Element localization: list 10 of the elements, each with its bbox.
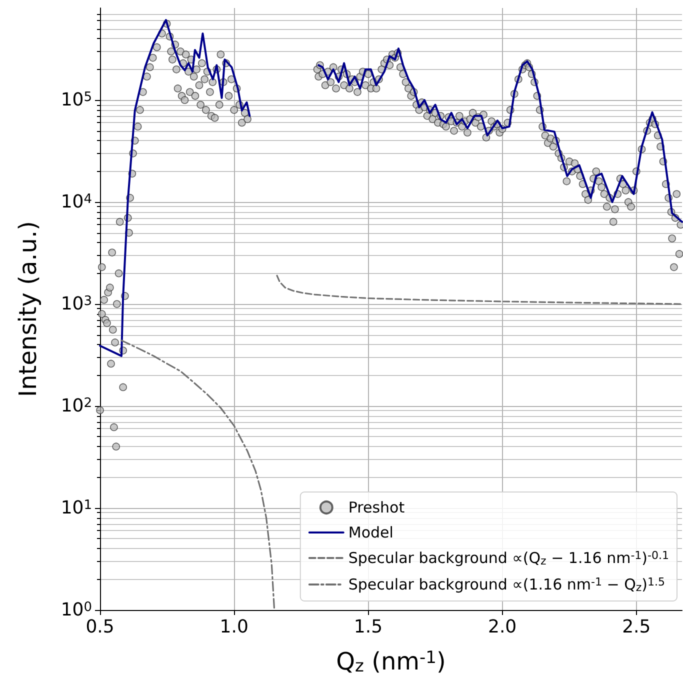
x-tick-label: 1.5 (354, 616, 383, 638)
y-axis-title: Intensity (a.u.) (14, 220, 42, 397)
line-series (120, 340, 276, 611)
x-tick-label: 2.5 (622, 616, 651, 638)
x-tick-label: 2.0 (488, 616, 517, 638)
line-series (276, 274, 683, 305)
legend-label: Preshot (348, 498, 405, 516)
legend-label: Model (348, 524, 394, 542)
x-tick-label: 1.0 (220, 616, 248, 638)
x-tick-label: 0.5 (86, 616, 114, 638)
